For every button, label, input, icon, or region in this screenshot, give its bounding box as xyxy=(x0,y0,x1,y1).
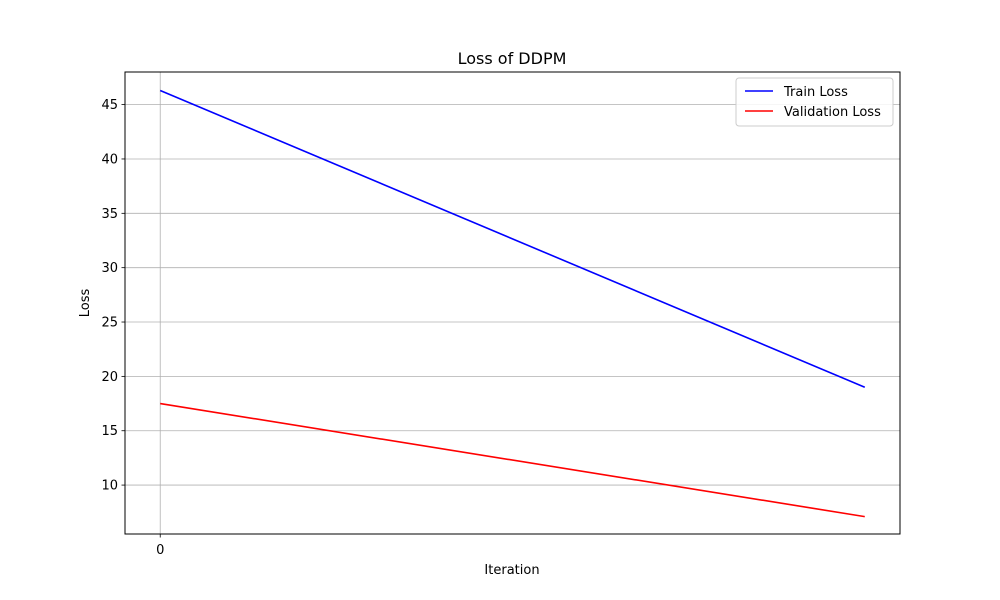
legend-label-validation: Validation Loss xyxy=(784,105,881,120)
chart-title: Loss of DDPM xyxy=(458,49,567,68)
series-lines xyxy=(159,89,866,518)
y-tick-label: 35 xyxy=(101,207,118,222)
y-tick-label: 30 xyxy=(101,261,118,276)
x-axis-label: Iteration xyxy=(484,563,539,578)
x-tick-label: 0 xyxy=(156,543,164,558)
axis-ticks: 10 15 20 25 30 35 40 45 0 xyxy=(101,98,164,558)
y-tick-label: 10 xyxy=(101,479,118,494)
y-tick-label: 40 xyxy=(101,152,118,167)
y-tick-label: 25 xyxy=(101,316,118,331)
series-line-train-loss xyxy=(159,89,866,388)
plot-frame xyxy=(124,71,901,535)
legend-box xyxy=(735,77,894,127)
y-tick-label: 20 xyxy=(101,370,118,385)
y-tick-label: 15 xyxy=(101,424,118,439)
legend: Train Loss Validation Loss xyxy=(735,77,894,127)
y-tick-label: 45 xyxy=(101,98,118,113)
y-axis-label: Loss xyxy=(78,289,93,318)
grid xyxy=(125,72,900,534)
legend-label-train: Train Loss xyxy=(783,85,848,100)
series-line-validation-loss xyxy=(160,402,865,518)
